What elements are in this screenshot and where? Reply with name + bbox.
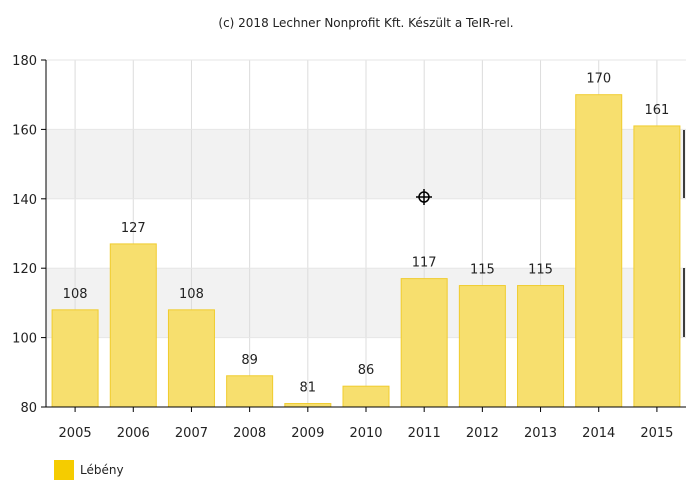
legend-label: Lébény — [80, 463, 124, 477]
x-tick-labels: 2005 2006 2007 2008 2009 2010 2011 2012 2013 2014… — [59, 426, 674, 441]
y-tick-label: 80 — [20, 401, 37, 416]
x-tick-label: 2014 — [582, 426, 615, 441]
axes — [41, 59, 686, 412]
bar-2008 — [226, 375, 274, 408]
bar-2011 — [400, 278, 448, 408]
x-tick-label: 2006 — [117, 426, 150, 441]
legend: Lébény — [54, 460, 124, 480]
y-tick-label: 140 — [12, 193, 37, 208]
y-tick-label: 100 — [12, 332, 37, 347]
data-label-2010: 86 — [358, 363, 375, 378]
bars — [51, 94, 681, 408]
data-label-2009: 81 — [300, 381, 317, 396]
data-label-2006: 127 — [121, 221, 146, 236]
x-tick-label: 2008 — [233, 426, 266, 441]
legend-swatch — [54, 460, 74, 480]
bar-2005 — [51, 309, 99, 408]
data-label-2005: 108 — [63, 287, 88, 302]
x-tick-label: 2010 — [349, 426, 382, 441]
data-label-2014: 170 — [586, 72, 611, 87]
bar-2013 — [517, 285, 565, 408]
x-tick-label: 2009 — [291, 426, 324, 441]
data-label-2015: 161 — [644, 103, 669, 118]
bar-2006 — [109, 243, 157, 408]
data-label-2013: 115 — [528, 263, 553, 278]
bar-2009 — [284, 403, 332, 408]
y-tick-label: 160 — [12, 123, 37, 138]
crosshair-icon — [416, 189, 432, 205]
x-tick-label: 2005 — [59, 426, 92, 441]
chart-credit: (c) 2018 Lechner Nonprofit Kft. Készült … — [218, 16, 513, 30]
data-label-2012: 115 — [470, 263, 495, 278]
x-tick-label: 2013 — [524, 426, 557, 441]
data-label-2008: 89 — [241, 353, 258, 368]
data-labels: 108 127 108 89 81 86 117 115 115 170 161 — [63, 72, 670, 396]
x-tick-label: 2007 — [175, 426, 208, 441]
bar-2012 — [458, 285, 506, 408]
bar-2014 — [575, 94, 623, 408]
y-tick-label: 180 — [12, 54, 37, 69]
data-label-2007: 108 — [179, 287, 204, 302]
bar-2010 — [342, 385, 390, 408]
data-label-2011: 117 — [412, 256, 437, 271]
x-tick-label: 2011 — [408, 426, 441, 441]
y-tick-labels: 80 100 120 140 160 180 — [12, 54, 37, 416]
x-tick-label: 2015 — [640, 426, 673, 441]
bar-2007 — [167, 309, 215, 408]
y-tick-label: 120 — [12, 262, 37, 277]
bar-2015 — [633, 125, 681, 408]
x-tick-label: 2012 — [466, 426, 499, 441]
